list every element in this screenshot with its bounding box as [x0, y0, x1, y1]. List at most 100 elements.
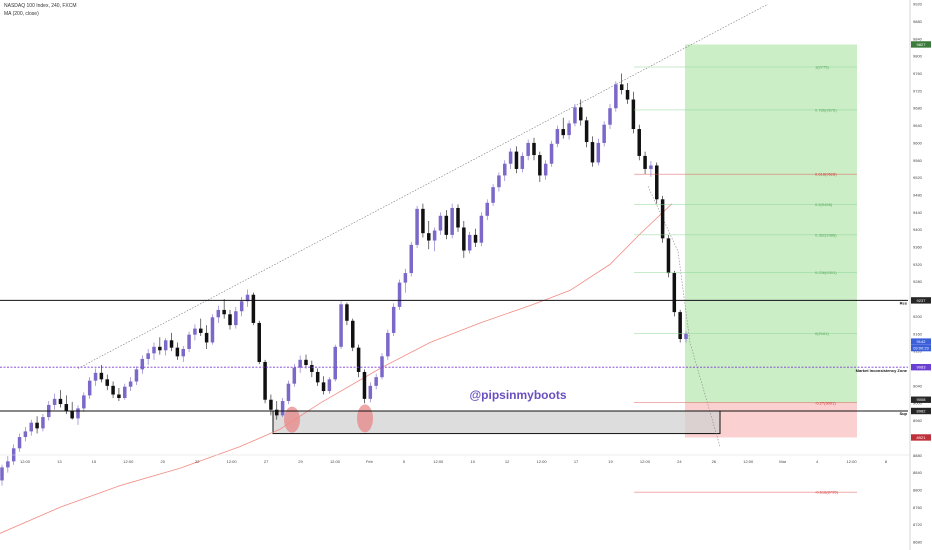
candle[interactable]: [128, 377, 133, 392]
candle[interactable]: [234, 306, 238, 329]
profit-zone[interactable]: [685, 44, 857, 403]
candle[interactable]: [292, 364, 297, 387]
candle[interactable]: [614, 81, 618, 112]
candle[interactable]: [602, 121, 606, 147]
candle[interactable]: [386, 329, 390, 360]
candle[interactable]: [52, 393, 57, 410]
candle[interactable]: [0, 464, 4, 486]
candle[interactable]: [304, 354, 308, 369]
candle[interactable]: [567, 120, 571, 140]
candle[interactable]: [175, 342, 180, 360]
candle[interactable]: [263, 359, 267, 404]
candle[interactable]: [421, 203, 425, 238]
candle[interactable]: [391, 303, 396, 336]
candle[interactable]: [666, 234, 671, 278]
candle[interactable]: [625, 83, 630, 104]
candle[interactable]: [345, 302, 349, 326]
candle[interactable]: [245, 289, 250, 307]
candle[interactable]: [152, 342, 156, 360]
candle[interactable]: [479, 212, 484, 247]
candle[interactable]: [356, 344, 361, 378]
candle[interactable]: [105, 374, 109, 391]
candle[interactable]: [327, 377, 332, 394]
candle[interactable]: [93, 368, 98, 386]
candle[interactable]: [584, 116, 589, 148]
candle[interactable]: [543, 160, 548, 180]
price-tag[interactable]: 9083: [911, 363, 931, 371]
price-tag[interactable]: 9142: [911, 338, 931, 345]
price-tag[interactable]: 9827: [911, 41, 931, 48]
candle[interactable]: [579, 99, 583, 126]
candle[interactable]: [275, 401, 279, 420]
candle[interactable]: [549, 140, 554, 167]
price-tag[interactable]: 9237: [911, 297, 931, 304]
candle[interactable]: [485, 199, 489, 221]
candle[interactable]: [41, 414, 45, 432]
candle[interactable]: [368, 382, 373, 403]
candle[interactable]: [532, 137, 536, 161]
candle[interactable]: [199, 318, 203, 336]
candle[interactable]: [204, 325, 209, 349]
candle[interactable]: [6, 456, 10, 473]
candle[interactable]: [473, 228, 478, 248]
candle[interactable]: [660, 195, 665, 243]
candle[interactable]: [561, 117, 565, 139]
candle[interactable]: [456, 204, 460, 232]
candle[interactable]: [163, 338, 168, 356]
candle[interactable]: [123, 383, 127, 400]
candle[interactable]: [181, 345, 185, 362]
candle[interactable]: [596, 138, 601, 166]
candle[interactable]: [321, 376, 326, 395]
highlight-ellipse[interactable]: [284, 406, 300, 433]
candle[interactable]: [298, 355, 302, 373]
rising-trendline[interactable]: [77, 3, 769, 369]
candle[interactable]: [649, 161, 653, 177]
candle[interactable]: [526, 139, 530, 161]
candle[interactable]: [82, 392, 86, 412]
moving-average-line[interactable]: [0, 203, 673, 534]
candle[interactable]: [491, 184, 495, 206]
candle[interactable]: [216, 305, 221, 323]
candle[interactable]: [637, 124, 641, 161]
projection-path[interactable]: [647, 186, 721, 447]
candle[interactable]: [619, 73, 624, 95]
candle[interactable]: [362, 369, 367, 404]
candle[interactable]: [655, 162, 659, 204]
price-tag[interactable]: 9008: [911, 396, 931, 403]
candle[interactable]: [210, 314, 215, 345]
candle[interactable]: [280, 397, 285, 418]
price-tag[interactable]: 8921: [911, 434, 931, 441]
candle[interactable]: [228, 309, 232, 330]
candle[interactable]: [29, 419, 33, 436]
candle[interactable]: [643, 151, 647, 175]
price-tag[interactable]: 03:00:23: [911, 344, 931, 352]
candle[interactable]: [555, 125, 560, 148]
candle[interactable]: [409, 241, 413, 277]
candle[interactable]: [631, 91, 636, 134]
candle[interactable]: [239, 296, 244, 317]
candle[interactable]: [672, 270, 677, 317]
demand-zone-box[interactable]: [272, 410, 721, 435]
candle[interactable]: [76, 405, 80, 425]
indicator-label[interactable]: MA (200, close): [4, 11, 39, 17]
candle[interactable]: [462, 221, 466, 258]
candle[interactable]: [503, 160, 507, 182]
candle[interactable]: [187, 331, 191, 353]
candle[interactable]: [520, 152, 525, 173]
candle[interactable]: [438, 212, 443, 235]
candle[interactable]: [11, 444, 16, 465]
candle[interactable]: [590, 136, 595, 167]
candle[interactable]: [467, 231, 472, 254]
candle[interactable]: [310, 360, 314, 378]
candle[interactable]: [58, 390, 63, 408]
price-tag[interactable]: 8982: [911, 407, 931, 415]
candle[interactable]: [146, 348, 150, 366]
candle[interactable]: [450, 203, 454, 239]
candle[interactable]: [339, 301, 343, 349]
candle[interactable]: [380, 353, 384, 380]
candle[interactable]: [444, 210, 449, 240]
candle[interactable]: [403, 268, 408, 293]
candle[interactable]: [257, 320, 261, 365]
candle[interactable]: [315, 368, 320, 386]
